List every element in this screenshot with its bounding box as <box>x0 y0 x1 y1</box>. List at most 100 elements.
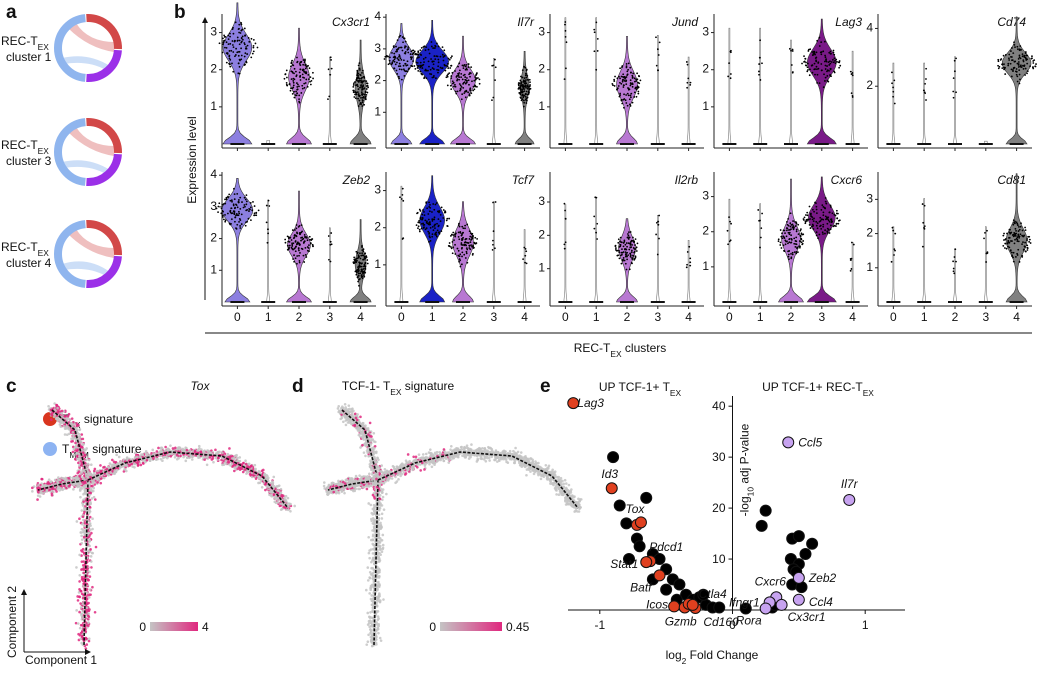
violin <box>449 35 477 145</box>
cell-dot <box>252 38 255 41</box>
cell-dot <box>440 206 443 209</box>
cell-dot <box>390 63 393 66</box>
cell-dot <box>429 68 432 71</box>
cell-dot <box>563 247 566 250</box>
cell-dot <box>396 50 398 53</box>
cell-dot <box>59 486 62 490</box>
cell-dot <box>781 237 784 240</box>
cell-dot <box>179 454 182 458</box>
y-tick-label: 2 <box>538 227 545 241</box>
cell-dot <box>357 105 360 107</box>
cell-dot <box>1019 45 1022 47</box>
cell-dot <box>360 77 363 80</box>
cell-dot <box>630 96 632 99</box>
cell-dot <box>433 208 436 211</box>
cell-dot <box>291 242 293 245</box>
cell-dot <box>361 99 364 102</box>
cell-dot <box>291 59 293 62</box>
cell-dot <box>792 228 795 231</box>
cell-dot <box>47 482 50 485</box>
cell-dot <box>803 216 806 219</box>
cell-dot <box>361 277 364 280</box>
cell-dot <box>1022 60 1025 63</box>
cell-dot <box>76 457 79 461</box>
cell-dot <box>188 456 191 459</box>
cell-dot <box>825 217 828 220</box>
cell-dot <box>356 91 359 94</box>
cell-dot <box>422 58 425 60</box>
cell-dot <box>824 56 827 59</box>
cell-dot <box>622 106 625 109</box>
cell-dot <box>823 73 825 76</box>
cell-dot <box>82 560 85 563</box>
cell-dot <box>462 87 465 89</box>
cell-dot <box>1017 61 1020 63</box>
cell-dot <box>403 75 406 77</box>
cell-dot <box>1018 49 1021 51</box>
cell-dot <box>361 244 363 247</box>
gene-name: Il7r <box>517 15 535 29</box>
cell-dot <box>815 202 817 205</box>
cell-dot <box>119 460 123 463</box>
cell-dot <box>311 243 314 246</box>
cell-dot <box>355 93 358 96</box>
cell-dot <box>71 431 75 434</box>
cell-dot <box>432 47 435 49</box>
cell-dot <box>1018 235 1021 238</box>
cell-dot <box>358 77 361 80</box>
cell-dot <box>428 205 431 208</box>
violin <box>563 204 568 303</box>
ring-segment <box>86 153 122 186</box>
cell-dot <box>1018 69 1021 72</box>
cell-dot <box>452 234 455 236</box>
cell-dot <box>523 94 526 97</box>
cell-dot <box>521 69 524 72</box>
cell-dot <box>444 69 447 72</box>
cell-dot <box>833 71 836 74</box>
cell-dot <box>296 231 298 234</box>
cell-dot <box>396 39 399 42</box>
cell-dot <box>1004 54 1007 56</box>
violin <box>594 197 599 303</box>
cell-dot <box>447 57 450 60</box>
cell-dot <box>472 244 474 247</box>
cell-dot <box>458 260 460 263</box>
cell-dot <box>428 221 431 224</box>
cell-dot <box>624 262 627 265</box>
cell-dot <box>657 54 660 56</box>
cell-dot <box>564 21 567 23</box>
cell-dot <box>613 85 616 87</box>
cell-dot <box>400 78 403 81</box>
cell-dot <box>229 32 231 35</box>
cell-dot <box>686 63 689 66</box>
cell-dot <box>303 76 306 79</box>
cell-dot <box>794 245 797 248</box>
cell-dot <box>593 50 596 53</box>
cell-dot <box>253 205 256 207</box>
cell-dot <box>442 209 445 211</box>
cell-dot <box>244 205 246 208</box>
cell-dot <box>454 243 456 246</box>
cell-dot <box>57 478 60 482</box>
cell-dot <box>56 418 60 421</box>
cell-dot <box>618 246 621 248</box>
cell-dot <box>467 63 470 65</box>
cell-dot <box>400 58 403 61</box>
cell-dot <box>230 207 233 210</box>
cell-dot <box>303 86 306 89</box>
cell-dot <box>236 36 239 39</box>
cell-dot <box>615 249 618 252</box>
cell-dot <box>1028 235 1031 238</box>
cell-dot <box>240 54 243 57</box>
cell-dot <box>328 258 330 261</box>
cell-dot <box>221 51 224 54</box>
cell-dot <box>362 258 364 261</box>
cell-dot <box>779 244 782 246</box>
cell-dot <box>416 56 419 59</box>
cell-dot <box>828 211 831 214</box>
cell-dot <box>822 86 825 89</box>
cell-dot <box>796 246 799 249</box>
cell-dot <box>446 74 449 77</box>
cell-dot <box>86 578 90 581</box>
cell-dot <box>524 254 527 257</box>
